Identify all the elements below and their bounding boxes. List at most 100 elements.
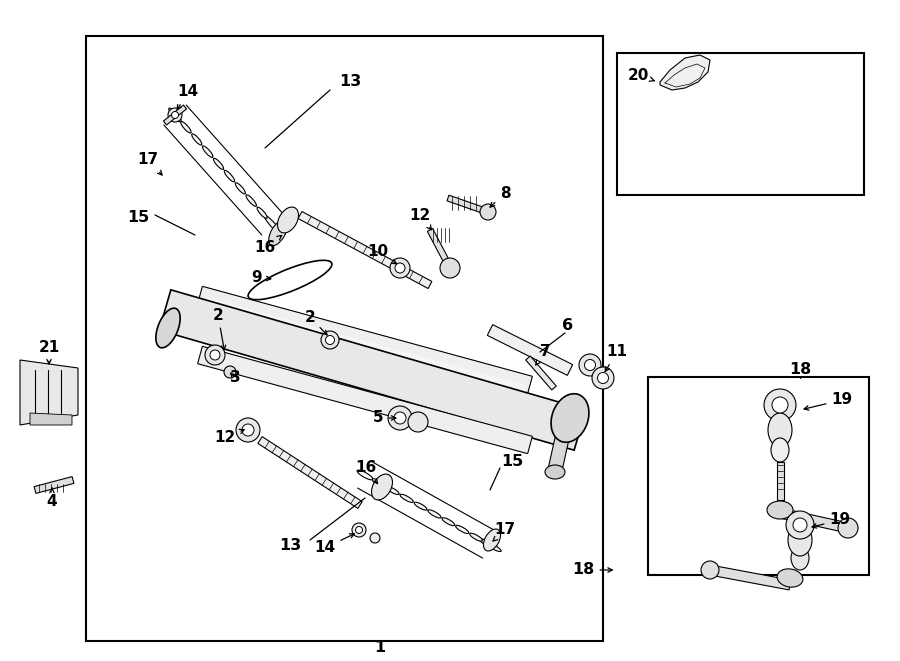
Ellipse shape bbox=[224, 171, 235, 182]
Ellipse shape bbox=[169, 108, 181, 122]
Circle shape bbox=[168, 108, 182, 122]
Ellipse shape bbox=[373, 479, 385, 487]
Text: 7: 7 bbox=[536, 344, 550, 365]
Text: 13: 13 bbox=[279, 537, 302, 553]
Text: 3: 3 bbox=[230, 371, 240, 385]
Circle shape bbox=[224, 366, 236, 378]
Text: 12: 12 bbox=[214, 430, 244, 446]
Text: 2: 2 bbox=[212, 307, 226, 350]
Text: 4: 4 bbox=[47, 488, 58, 510]
Circle shape bbox=[838, 518, 858, 538]
Circle shape bbox=[321, 331, 339, 349]
Polygon shape bbox=[447, 195, 489, 215]
Text: 2: 2 bbox=[304, 309, 327, 335]
Ellipse shape bbox=[257, 207, 267, 218]
Text: 16: 16 bbox=[356, 461, 377, 484]
Text: 8: 8 bbox=[490, 186, 510, 207]
Ellipse shape bbox=[265, 215, 282, 235]
Ellipse shape bbox=[269, 220, 287, 246]
Polygon shape bbox=[34, 477, 74, 493]
Polygon shape bbox=[487, 325, 572, 375]
Polygon shape bbox=[660, 55, 710, 90]
Ellipse shape bbox=[767, 501, 793, 519]
Text: 9: 9 bbox=[252, 270, 271, 286]
Polygon shape bbox=[164, 105, 186, 125]
Polygon shape bbox=[777, 462, 784, 500]
Text: 21: 21 bbox=[39, 340, 59, 364]
Polygon shape bbox=[30, 413, 72, 425]
Ellipse shape bbox=[768, 413, 792, 447]
Ellipse shape bbox=[213, 159, 223, 169]
Circle shape bbox=[786, 511, 814, 539]
Ellipse shape bbox=[442, 518, 454, 525]
Circle shape bbox=[395, 263, 405, 273]
Text: 1: 1 bbox=[374, 641, 385, 656]
Circle shape bbox=[394, 412, 406, 424]
Ellipse shape bbox=[791, 546, 809, 570]
Bar bbox=[86, 36, 603, 641]
Circle shape bbox=[772, 397, 788, 413]
Ellipse shape bbox=[277, 207, 299, 233]
Circle shape bbox=[793, 518, 807, 532]
Circle shape bbox=[480, 204, 496, 220]
Ellipse shape bbox=[235, 183, 246, 194]
Text: 17: 17 bbox=[493, 522, 516, 541]
Circle shape bbox=[388, 406, 412, 430]
Polygon shape bbox=[20, 360, 78, 425]
Text: 5: 5 bbox=[373, 410, 396, 426]
Text: 15: 15 bbox=[501, 455, 523, 469]
Polygon shape bbox=[203, 297, 526, 395]
Text: 11: 11 bbox=[605, 344, 627, 371]
Circle shape bbox=[598, 373, 608, 383]
Polygon shape bbox=[159, 290, 586, 450]
Polygon shape bbox=[428, 229, 453, 270]
Circle shape bbox=[210, 350, 220, 360]
Circle shape bbox=[326, 336, 335, 344]
Circle shape bbox=[370, 533, 380, 543]
Ellipse shape bbox=[428, 510, 441, 518]
Circle shape bbox=[440, 258, 460, 278]
Circle shape bbox=[584, 360, 596, 371]
Text: 16: 16 bbox=[255, 235, 282, 256]
Ellipse shape bbox=[181, 122, 191, 133]
Ellipse shape bbox=[386, 486, 399, 494]
Ellipse shape bbox=[777, 569, 803, 587]
Text: 6: 6 bbox=[562, 317, 573, 332]
Ellipse shape bbox=[545, 465, 565, 479]
Circle shape bbox=[579, 354, 601, 376]
Circle shape bbox=[592, 367, 614, 389]
Text: 14: 14 bbox=[314, 534, 355, 555]
Circle shape bbox=[408, 412, 428, 432]
Ellipse shape bbox=[455, 525, 469, 533]
Ellipse shape bbox=[192, 134, 202, 145]
Ellipse shape bbox=[483, 529, 500, 551]
Polygon shape bbox=[257, 437, 362, 508]
Text: 12: 12 bbox=[410, 208, 431, 230]
Text: 13: 13 bbox=[339, 75, 361, 89]
Text: 14: 14 bbox=[177, 85, 199, 110]
Polygon shape bbox=[709, 565, 791, 590]
Bar bbox=[616, 53, 864, 195]
Circle shape bbox=[172, 112, 178, 118]
Ellipse shape bbox=[470, 533, 482, 541]
Polygon shape bbox=[198, 286, 533, 394]
Text: 17: 17 bbox=[138, 153, 162, 175]
Ellipse shape bbox=[202, 146, 213, 157]
Ellipse shape bbox=[771, 438, 789, 462]
Circle shape bbox=[242, 424, 254, 436]
Text: 19: 19 bbox=[804, 393, 852, 410]
Text: 18: 18 bbox=[572, 563, 612, 578]
Circle shape bbox=[390, 258, 410, 278]
Ellipse shape bbox=[372, 474, 392, 500]
Ellipse shape bbox=[551, 394, 589, 442]
Polygon shape bbox=[778, 508, 849, 533]
Polygon shape bbox=[298, 212, 432, 288]
Polygon shape bbox=[526, 356, 556, 390]
Ellipse shape bbox=[414, 502, 427, 510]
Circle shape bbox=[356, 527, 363, 533]
Circle shape bbox=[236, 418, 260, 442]
Circle shape bbox=[701, 561, 719, 579]
Ellipse shape bbox=[479, 539, 501, 551]
Ellipse shape bbox=[400, 494, 413, 502]
Ellipse shape bbox=[156, 308, 180, 348]
